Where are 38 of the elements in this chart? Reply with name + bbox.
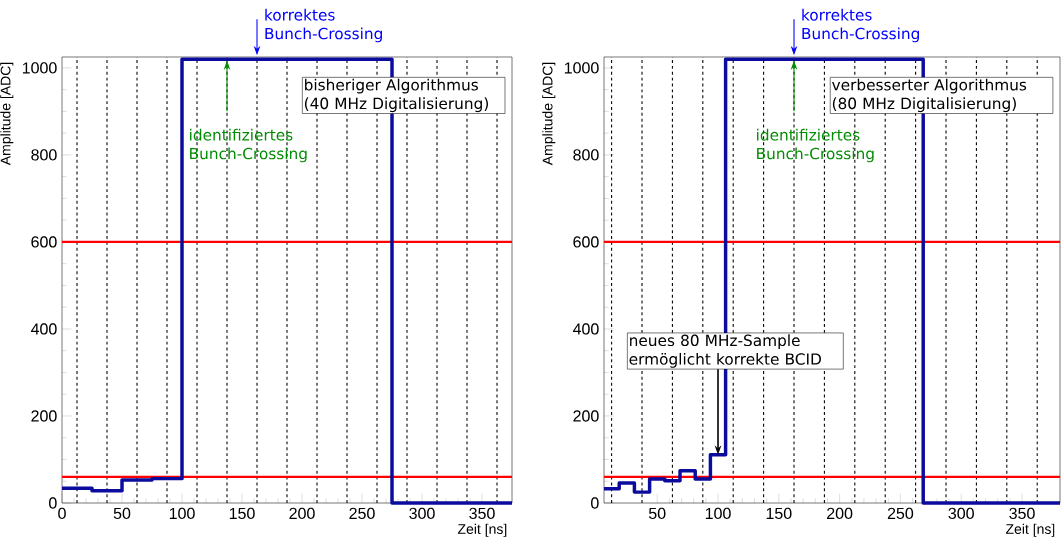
annotation: verbesserter Algorithmus (80 MHz Digitalisierung) — [832, 78, 1027, 113]
annotation: neues 80 MHz-Sample ermöglicht korrekte BCID — [629, 334, 821, 368]
x-tick-label: 250 — [349, 507, 375, 520]
x-axis-title: Zeit [ns] — [457, 523, 507, 537]
annotation: korrektes Bunch-Crossing — [265, 8, 382, 43]
x-tick-label: 100 — [169, 507, 195, 520]
y-tick-label: 400 — [30, 323, 57, 335]
x-tick-label: 50 — [113, 507, 131, 520]
x-tick-label: 350 — [469, 507, 495, 520]
x-tick-label: 300 — [409, 507, 435, 520]
y-tick-label: 600 — [573, 236, 599, 248]
x-tick-label: 200 — [827, 507, 853, 520]
y-tick-label: 400 — [572, 323, 599, 335]
y-tick-label: 0 — [49, 497, 57, 509]
y-tick-label: 200 — [573, 410, 599, 422]
y-tick-label: 1000 — [564, 62, 599, 74]
y-tick-label: 600 — [31, 236, 57, 248]
y-tick-label: 800 — [31, 149, 57, 161]
x-axis-title: Zeit [ns] — [1005, 523, 1055, 537]
x-tick-label: 300 — [948, 507, 974, 520]
x-tick-label: 100 — [705, 507, 731, 520]
annotation: identifiziertes Bunch-Crossing — [190, 128, 307, 163]
y-tick-label: 200 — [31, 410, 57, 422]
x-tick-label: 250 — [887, 507, 914, 520]
x-tick-label: 50 — [648, 507, 666, 520]
y-tick-label: 800 — [573, 149, 599, 161]
x-tick-label: 150 — [229, 507, 255, 520]
y-tick-label: 0 — [591, 497, 599, 509]
annotation: bisheriger Algorithmus (40 MHz Digitalisierung) — [304, 78, 488, 113]
y-tick-label: 1000 — [22, 62, 57, 74]
x-tick-label: 150 — [766, 507, 792, 520]
y-axis-title: Amplitude [ADC] — [0, 62, 14, 166]
annotation: identifiziertes Bunch-Crossing — [757, 128, 874, 163]
x-tick-label: 0 — [58, 507, 66, 520]
annotation: korrektes Bunch-Crossing — [802, 8, 919, 43]
x-tick-label: 350 — [1009, 507, 1035, 520]
x-tick-label: 200 — [289, 507, 315, 520]
y-axis-title: Amplitude [ADC] — [542, 62, 556, 166]
